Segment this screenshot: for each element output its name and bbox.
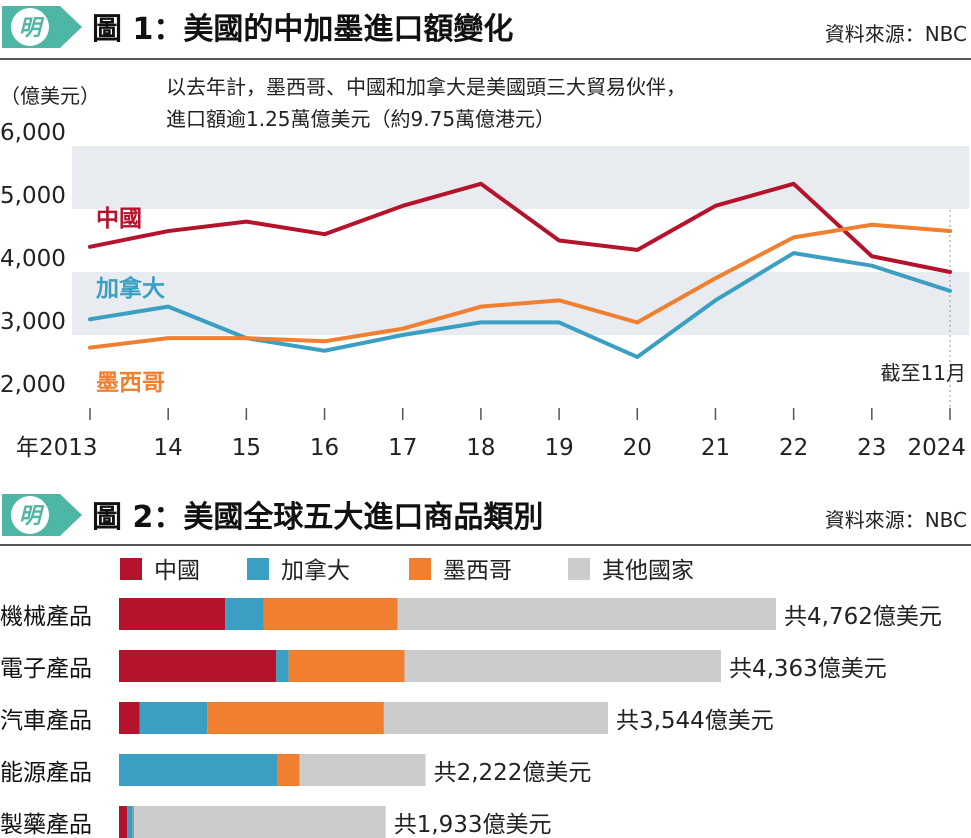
series-label: 中國 [96, 206, 142, 232]
x-tick-label: 16 [310, 435, 339, 461]
bar-segment [139, 702, 208, 734]
bar-segment [119, 806, 128, 838]
x-tick-label: 15 [232, 435, 261, 461]
chart-bands [72, 146, 969, 335]
bar-segment [132, 806, 135, 838]
x-tick-label: 17 [388, 435, 417, 461]
bar-segment [225, 598, 264, 630]
legend-label: 其他國家 [602, 558, 694, 584]
y-axis-ticks: 2,000 3,000 4,000 5,000 6,000 [0, 120, 66, 398]
bar-segment [207, 702, 384, 734]
series-line-1 [88, 251, 952, 360]
x-tick-label: 年2013 [16, 435, 98, 461]
series-line-2 [88, 222, 952, 350]
category-label: 能源產品 [0, 760, 92, 786]
header-rule-2 [0, 544, 971, 546]
y-tick-label: 6,000 [0, 120, 66, 146]
bar-segment [119, 702, 140, 734]
bar-segment [134, 806, 386, 838]
bar-segment [299, 754, 426, 786]
category-label: 電子產品 [0, 656, 92, 682]
series-line-0 [88, 181, 952, 274]
bar-segment [397, 598, 776, 630]
total-label: 共4,762億美元 [784, 604, 942, 630]
chart1-title: 圖 1：美國的中加墨進口額變化 [92, 12, 514, 47]
bar-segment [383, 702, 608, 734]
bar-segment [277, 754, 300, 786]
grid-band [72, 146, 969, 209]
legend-swatch [120, 558, 142, 580]
bar-segment [119, 598, 226, 630]
legend-label: 加拿大 [281, 557, 350, 584]
logo-text: 明 [19, 504, 45, 529]
x-tick-label: 23 [857, 435, 886, 461]
chart1-note-line2: 進口額逾1.25萬億美元（約9.75萬億港元） [166, 107, 556, 131]
logo-badge-2: 明 [2, 494, 82, 536]
bar-segment [404, 650, 721, 682]
bar-segment [119, 650, 277, 682]
bar-segment [127, 806, 133, 838]
logo-text: 明 [19, 16, 45, 41]
bar-segment [276, 650, 289, 682]
bar-segment [263, 598, 398, 630]
total-label: 共4,363億美元 [729, 656, 887, 682]
y-tick-label: 5,000 [0, 183, 66, 209]
series-lines [88, 181, 952, 360]
x-axis: 年2013 14 15 16 17 18 19 20 21 22 23 2024 [16, 210, 966, 461]
y-tick-label: 3,000 [0, 309, 66, 335]
x-tick-label: 14 [154, 435, 183, 461]
chart1-source: 資料來源：NBC [824, 22, 967, 46]
logo-badge-1: 明 [2, 6, 82, 48]
x-tick-label: 20 [623, 435, 652, 461]
total-label: 共2,222億美元 [434, 760, 592, 786]
x-tick-label: 21 [701, 435, 730, 461]
logo-badge-circle [11, 496, 49, 534]
x-tick-label: 19 [544, 435, 573, 461]
legend-label: 中國 [154, 558, 200, 584]
y-tick-label: 4,000 [0, 246, 66, 272]
chart2-title: 圖 2：美國全球五大進口商品類別 [92, 500, 544, 535]
x-tick-label: 18 [466, 435, 495, 461]
legend-swatch [568, 558, 590, 580]
bar-segment [288, 650, 405, 682]
legend: 中國 加拿大 墨西哥 其他國家 [120, 557, 694, 584]
x-tick-label: 22 [779, 435, 808, 461]
category-label: 製藥產品 [0, 812, 92, 838]
series-label: 墨西哥 [96, 370, 165, 396]
legend-swatch [409, 558, 431, 580]
logo-badge-circle [11, 8, 49, 46]
bar-segment [119, 754, 278, 786]
line-chart: 2,000 3,000 4,000 5,000 6,000 年2013 14 15 16 17 1… [0, 120, 969, 461]
chart1-unit-label: （億美元） [0, 84, 100, 108]
category-label: 機械產品 [0, 604, 92, 630]
chart1-annotation: 截至11月 [881, 361, 966, 385]
header-rule-1 [0, 58, 971, 60]
chart2-source: 資料來源：NBC [824, 508, 967, 532]
legend-swatch [247, 558, 269, 580]
total-label: 共3,544億美元 [616, 708, 774, 734]
legend-label: 墨西哥 [443, 558, 512, 584]
y-tick-label: 2,000 [0, 372, 66, 398]
x-tick-label: 2024 [907, 435, 966, 461]
chart1-note-line1: 以去年計，墨西哥、中國和加拿大是美國頭三大貿易伙伴， [166, 75, 686, 99]
total-label: 共1,933億美元 [394, 812, 552, 838]
series-label: 加拿大 [95, 275, 165, 302]
category-label: 汽車產品 [0, 708, 92, 734]
